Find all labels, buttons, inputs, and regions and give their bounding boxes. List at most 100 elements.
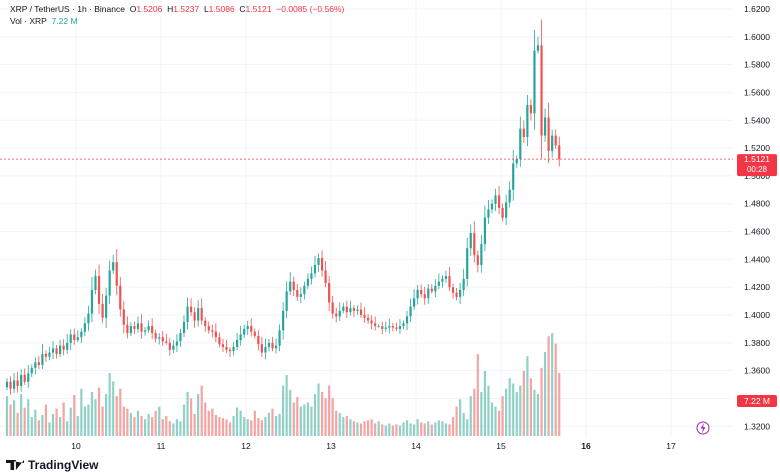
candle-body (175, 341, 179, 346)
volume-bar (508, 378, 511, 436)
price-axis[interactable]: 1.62001.60001.58001.56001.54001.52001.50… (733, 0, 780, 470)
volume-bar (147, 413, 150, 436)
candle-body (551, 135, 554, 151)
candle-body (20, 374, 23, 386)
candle-body (459, 289, 462, 297)
x-tick-label: 17 (666, 441, 676, 451)
candle-body (246, 326, 249, 329)
volume-bar (154, 410, 157, 436)
symbol-title[interactable]: XRP / TetherUS · 1h · Binance (10, 4, 125, 14)
candle-body (34, 362, 37, 368)
candle-body (317, 257, 320, 265)
volume-bar (264, 417, 267, 436)
candle-body (122, 309, 125, 325)
candle-body (51, 348, 55, 353)
volume-bar (214, 415, 217, 436)
volume-label[interactable]: Vol · XRP (10, 16, 47, 26)
candle-body (427, 288, 430, 299)
volume-bar (505, 388, 508, 436)
brand-name: TradingView (28, 458, 99, 472)
volume-bar (108, 373, 111, 436)
volume-bar (207, 410, 210, 436)
candle-body (437, 281, 440, 286)
volume-bar (69, 407, 72, 436)
volume-bar (97, 387, 101, 436)
candle-body (76, 337, 79, 341)
volume-bar (267, 412, 271, 436)
candle-body (200, 308, 203, 321)
time-axis[interactable]: 10 11 12 13 14 15 16 17 (71, 441, 676, 451)
tradingview-logo[interactable]: TradingView (6, 458, 98, 472)
volume-bar (551, 333, 554, 436)
volume-bar (377, 421, 380, 436)
volume-bar (221, 418, 225, 436)
volume-value: 7.22 M (51, 16, 78, 26)
candle-body (370, 320, 373, 324)
candle-body (193, 312, 196, 321)
candle-body (243, 328, 246, 335)
y-tick-label: 1.4200 (744, 282, 770, 292)
candle-body (119, 285, 122, 310)
candle-body (151, 326, 154, 334)
volume-bar (384, 425, 387, 436)
candle-body (161, 337, 164, 342)
y-tick-label: 1.3800 (744, 338, 770, 348)
close-label: C (239, 4, 246, 14)
volume-bar (62, 402, 65, 436)
volume-bar (34, 409, 37, 436)
volume-bar (405, 420, 409, 436)
volume-bar (335, 410, 338, 436)
candle-body (285, 291, 288, 311)
candle-body (296, 289, 299, 297)
change-value: −0.0085 (−0.56%) (276, 4, 345, 14)
candle-body (536, 45, 540, 51)
x-tick-label: 10 (71, 441, 81, 451)
candle-body (303, 285, 306, 295)
volume-bar (285, 375, 288, 436)
volume-bar (430, 424, 433, 436)
candle-body (522, 128, 525, 137)
candle-body (101, 303, 104, 318)
volume-bar (16, 412, 19, 436)
volume-bar (388, 423, 391, 436)
volume-bar (37, 420, 40, 436)
volume-bar (211, 408, 214, 436)
volume-bar (55, 408, 58, 436)
volume-tag: 7.22 M (737, 395, 777, 407)
volume-bar (345, 416, 348, 436)
candle-body (282, 310, 285, 331)
candle-body (140, 323, 143, 332)
volume-bar (366, 420, 370, 436)
volume-bar (51, 413, 55, 436)
volume-bar (172, 423, 175, 436)
candle-body (236, 340, 239, 347)
candle-body (179, 333, 182, 342)
volume-bar (44, 404, 48, 436)
candle-body (338, 310, 341, 317)
candle-body (366, 317, 370, 321)
candle-body (476, 255, 479, 265)
candle-body (451, 287, 455, 293)
price-tag: 1.5121 00:28 (737, 154, 777, 177)
flash-icon[interactable] (696, 421, 710, 435)
candle-body (352, 308, 356, 311)
volume-bar (122, 406, 125, 436)
candle-body (253, 331, 256, 336)
candle-body (356, 309, 359, 311)
candle-body (59, 345, 62, 354)
candle-body (225, 346, 228, 350)
candle-body (547, 117, 550, 151)
volume-bar (129, 412, 132, 436)
candle-body (27, 373, 30, 382)
candle-body (278, 330, 281, 346)
volume-bar (143, 419, 147, 436)
volume-bar (101, 406, 104, 436)
y-tick-label: 1.4400 (744, 254, 770, 264)
candle-body (23, 374, 26, 382)
volume-bar (473, 388, 476, 436)
candle-body (466, 248, 469, 279)
volume-bar (236, 407, 239, 436)
low-value: 1.5086 (208, 4, 235, 14)
volume-bar (427, 421, 430, 436)
